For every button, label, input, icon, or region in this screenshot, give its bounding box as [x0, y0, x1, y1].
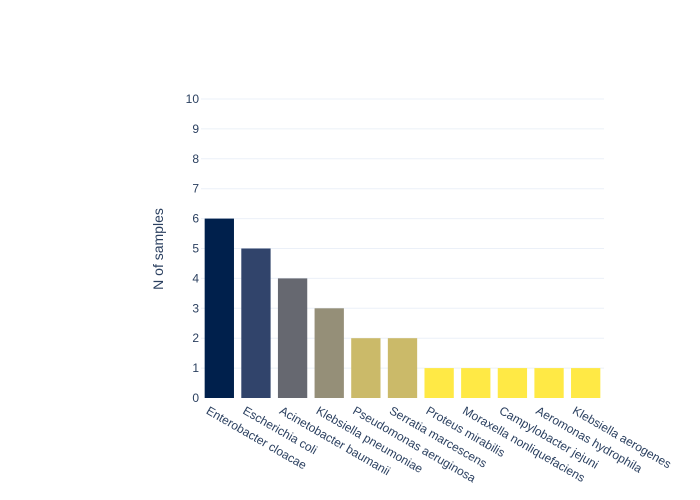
bar — [497, 368, 528, 398]
bar — [461, 368, 491, 398]
bars — [204, 218, 601, 398]
y-tick-labels: 0 1 2 3 4 5 6 7 8 9 10 — [186, 92, 200, 405]
y-tick-label: 2 — [192, 331, 199, 345]
bar — [241, 248, 271, 398]
bar — [571, 368, 601, 398]
y-tick-label: 0 — [192, 391, 199, 405]
y-tick-label: 4 — [192, 271, 199, 285]
bar — [387, 338, 418, 398]
y-tick-label: 7 — [192, 182, 199, 196]
y-axis-label: N of samples — [150, 208, 166, 290]
y-tick-label: 10 — [186, 92, 200, 106]
y-tick-label: 9 — [192, 122, 199, 136]
bar — [314, 308, 344, 398]
y-tick-label: 6 — [192, 212, 199, 226]
bar — [277, 278, 308, 398]
bar — [534, 368, 564, 398]
bar — [424, 368, 454, 398]
y-tick-label: 3 — [192, 301, 199, 315]
bar — [351, 338, 381, 398]
y-tick-label: 5 — [192, 242, 199, 256]
y-tick-label: 1 — [192, 361, 199, 375]
y-tick-label: 8 — [192, 152, 199, 166]
bar — [204, 218, 234, 398]
